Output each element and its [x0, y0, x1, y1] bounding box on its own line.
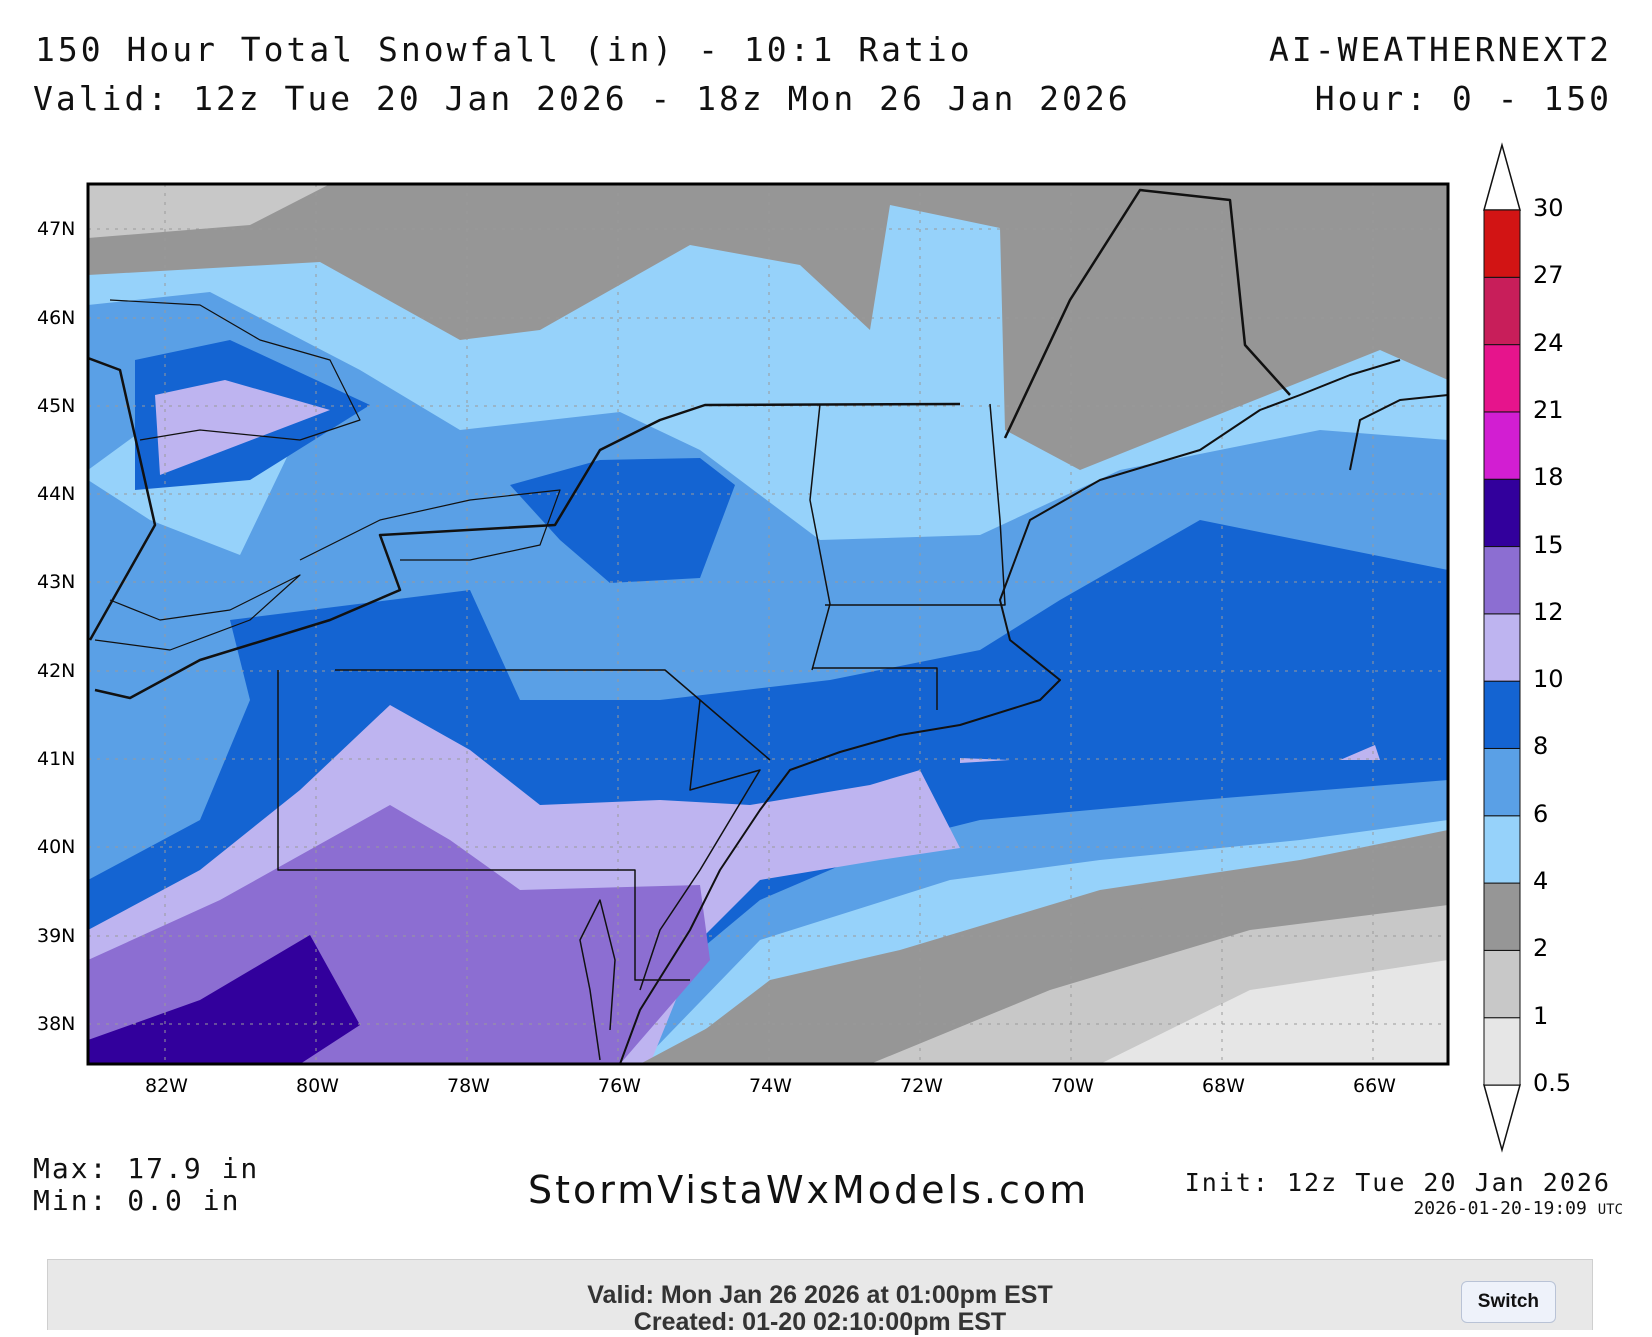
colorbar-level-label: 24 [1533, 328, 1564, 357]
colorbar-level-label: 4 [1533, 867, 1549, 896]
colorbar-level-label: 30 [1533, 194, 1564, 222]
site-brand: StormVistaWxModels.com [528, 1168, 1090, 1212]
colorbar-box [1483, 613, 1521, 682]
colorbar-level-label: 10 [1533, 665, 1564, 694]
init-time: Init: 12z Tue 20 Jan 2026 [1184, 1168, 1611, 1197]
colorbar-upper-arrow [1483, 142, 1521, 211]
forecast-hours: Hour: 0 - 150 [1314, 79, 1612, 118]
colorbar-level-label: 6 [1533, 799, 1549, 828]
colorbar-box [1483, 209, 1521, 278]
colorbar-level-label: 2 [1533, 934, 1549, 963]
lat-label: 46N [37, 307, 76, 329]
created-time-text: Created: 01-20 02:10:00pm EST [633, 1308, 1007, 1336]
lon-label: 80W [296, 1075, 339, 1097]
lat-label: 38N [37, 1013, 76, 1035]
colorbar [1483, 142, 1521, 1153]
max-value: Max: 17.9 in [33, 1152, 260, 1185]
colorbar-level-label: 8 [1533, 732, 1549, 761]
colorbar-box [1483, 344, 1521, 413]
lon-label: 76W [598, 1075, 641, 1097]
lon-label: 66W [1353, 1075, 1396, 1097]
lat-label: 40N [37, 836, 76, 858]
generated-tz: UTC [1597, 1202, 1623, 1218]
valid-range: Valid: 12z Tue 20 Jan 2026 - 18z Mon 26 … [33, 79, 1131, 118]
colorbar-box [1483, 680, 1521, 749]
switch-button[interactable]: Switch [1460, 1281, 1556, 1323]
colorbar-level-label: 0.5 [1533, 1069, 1572, 1097]
lat-label: 45N [37, 395, 76, 417]
lon-label: 78W [447, 1075, 490, 1097]
colorbar-box [1483, 747, 1521, 817]
colorbar-box [1483, 949, 1521, 1019]
colorbar-level-label: 21 [1533, 395, 1564, 424]
lat-label: 47N [37, 218, 76, 240]
lon-label: 70W [1051, 1075, 1094, 1097]
map-frame [86, 182, 1450, 1066]
colorbar-level-label: 15 [1533, 530, 1564, 559]
lon-label: 82W [145, 1075, 188, 1097]
colorbar-box [1483, 882, 1521, 951]
map-title: 150 Hour Total Snowfall (in) - 10:1 Rati… [35, 30, 973, 69]
colorbar-box [1483, 478, 1521, 548]
colorbar-box [1483, 815, 1521, 884]
lat-label: 41N [37, 748, 76, 770]
colorbar-box [1483, 276, 1521, 346]
lat-label: 42N [37, 660, 76, 682]
snowfall-map [86, 142, 1521, 1153]
lat-label: 43N [37, 571, 76, 593]
control-panel: Valid: Mon Jan 26 2026 at 01:00pm EST Cr… [47, 1259, 1593, 1336]
colorbar-lower-arrow [1483, 1084, 1521, 1153]
colorbar-box [1483, 546, 1521, 615]
lon-label: 72W [900, 1075, 943, 1097]
generated-timestamp: 2026-01-20-19:09 UTC [1413, 1198, 1623, 1219]
colorbar-level-label: 27 [1533, 261, 1564, 290]
colorbar-box [1483, 1017, 1521, 1086]
model-name: AI-WEATHERNEXT2 [1268, 30, 1612, 69]
lon-label: 74W [749, 1075, 792, 1097]
lon-label: 68W [1202, 1075, 1245, 1097]
min-value: Min: 0.0 in [33, 1184, 241, 1217]
colorbar-level-label: 18 [1533, 463, 1564, 492]
colorbar-level-label: 12 [1533, 597, 1564, 626]
generated-time: 2026-01-20-19:09 [1413, 1198, 1587, 1219]
valid-time-text: Valid: Mon Jan 26 2026 at 01:00pm EST [587, 1281, 1053, 1309]
lat-label: 44N [37, 483, 76, 505]
colorbar-level-label: 1 [1533, 1001, 1549, 1030]
colorbar-box [1483, 411, 1521, 480]
lat-label: 39N [37, 925, 76, 947]
snowfall-shading [88, 184, 1448, 1064]
